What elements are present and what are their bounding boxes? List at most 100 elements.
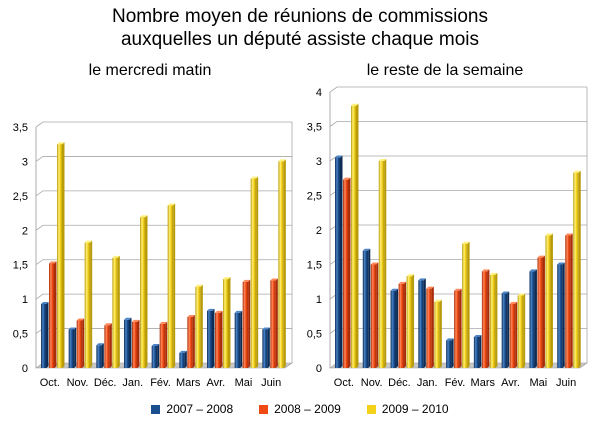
bar-side <box>165 321 168 368</box>
bar-side <box>550 233 553 368</box>
bar-side <box>137 319 140 368</box>
bar-side <box>479 334 482 368</box>
bar-top <box>187 315 195 318</box>
bar <box>378 161 385 368</box>
bar <box>195 286 201 368</box>
bar-top <box>124 317 132 320</box>
gridline <box>329 190 587 196</box>
bar-side <box>283 159 286 368</box>
bar-side <box>523 293 526 368</box>
y-tick-label: 2 <box>316 225 322 237</box>
bar <box>501 293 508 368</box>
bar-side <box>173 203 176 368</box>
bar <box>278 161 284 368</box>
bar-top <box>278 159 286 162</box>
bar-side <box>459 288 462 368</box>
y-tick-label: 4 <box>316 87 322 99</box>
bar <box>537 257 543 368</box>
bar-side <box>487 269 490 368</box>
bar <box>84 242 91 368</box>
bar-top <box>179 350 187 353</box>
bar-side <box>384 159 387 368</box>
bar <box>242 281 249 368</box>
bar-top <box>509 301 518 304</box>
bar-top <box>378 159 387 161</box>
x-tick-label: Nov. <box>361 377 383 389</box>
bar <box>335 157 341 368</box>
y-tick-label: 3 <box>316 156 322 168</box>
bar-top <box>223 277 231 280</box>
bar-side <box>46 301 49 368</box>
bar-side <box>507 291 510 368</box>
x-tick-label: Mars <box>176 377 201 389</box>
bar-top <box>215 310 223 313</box>
bar-side <box>184 350 187 368</box>
bar <box>250 178 257 368</box>
y-tick-label: 0 <box>22 363 28 375</box>
legend: 2007 – 2008 2008 – 2009 2009 – 2010 <box>0 402 600 416</box>
x-tick-label: Mai <box>529 377 547 389</box>
legend-item-2009-2010: 2009 – 2010 <box>366 402 449 416</box>
legend-swatch-blue <box>151 404 161 414</box>
y-tick-label: 2,5 <box>307 191 322 203</box>
legend-label: 2008 – 2009 <box>274 402 341 416</box>
bar-side <box>376 262 379 368</box>
bar-top <box>132 319 140 322</box>
bar <box>167 205 174 368</box>
bar-top <box>68 327 77 330</box>
bar-top <box>501 291 510 294</box>
bar <box>124 319 130 368</box>
bar <box>96 345 102 368</box>
bar-side <box>368 248 371 368</box>
y-tick-label: 1 <box>22 294 28 306</box>
bar-top <box>565 233 573 236</box>
legend-swatch-orange <box>259 404 269 414</box>
y-tick-label: 0 <box>316 363 322 375</box>
bar-top <box>418 278 426 281</box>
bar <box>76 320 83 368</box>
bar-top <box>140 215 148 218</box>
bar-side <box>562 262 565 368</box>
bar-side <box>570 233 573 368</box>
bar <box>418 280 424 368</box>
bar-top <box>207 308 215 311</box>
bar-side <box>129 317 132 368</box>
bar-side <box>495 272 498 368</box>
bar-side <box>431 286 434 368</box>
bar <box>462 243 468 368</box>
bar-top <box>398 281 407 284</box>
bar <box>370 264 377 368</box>
gridline <box>35 121 292 128</box>
gridline <box>329 86 587 93</box>
x-tick-label: Avr. <box>206 377 225 389</box>
bar <box>573 172 579 368</box>
bar-side <box>200 284 203 368</box>
bar <box>446 340 452 368</box>
bar-side <box>240 310 243 368</box>
x-tick-label: Mai <box>235 377 253 389</box>
bar <box>351 105 357 369</box>
bar-top <box>434 299 442 302</box>
bar-top <box>112 255 120 258</box>
bar-top <box>481 269 490 272</box>
bar-top <box>390 288 399 291</box>
left-chart-subtitle: le mercredi matin <box>88 62 212 79</box>
bar <box>270 280 276 368</box>
bar-side <box>340 155 343 368</box>
bar-top <box>234 310 243 313</box>
bar-top <box>370 262 379 265</box>
bar <box>545 235 551 368</box>
bar-side <box>451 338 454 368</box>
bar-side <box>101 343 104 368</box>
bar-top <box>335 155 343 158</box>
bar-side <box>117 255 120 368</box>
right-chart-subtitle: le reste de la semaine <box>366 62 524 79</box>
bar-side <box>157 343 160 368</box>
bar-side <box>542 255 545 368</box>
x-tick-label: Mars <box>471 377 496 389</box>
bar-top <box>270 278 278 281</box>
y-tick-label: 3,5 <box>13 122 28 134</box>
x-tick-label: Oct. <box>40 377 60 389</box>
bar <box>159 323 166 368</box>
bar-top <box>557 262 565 265</box>
